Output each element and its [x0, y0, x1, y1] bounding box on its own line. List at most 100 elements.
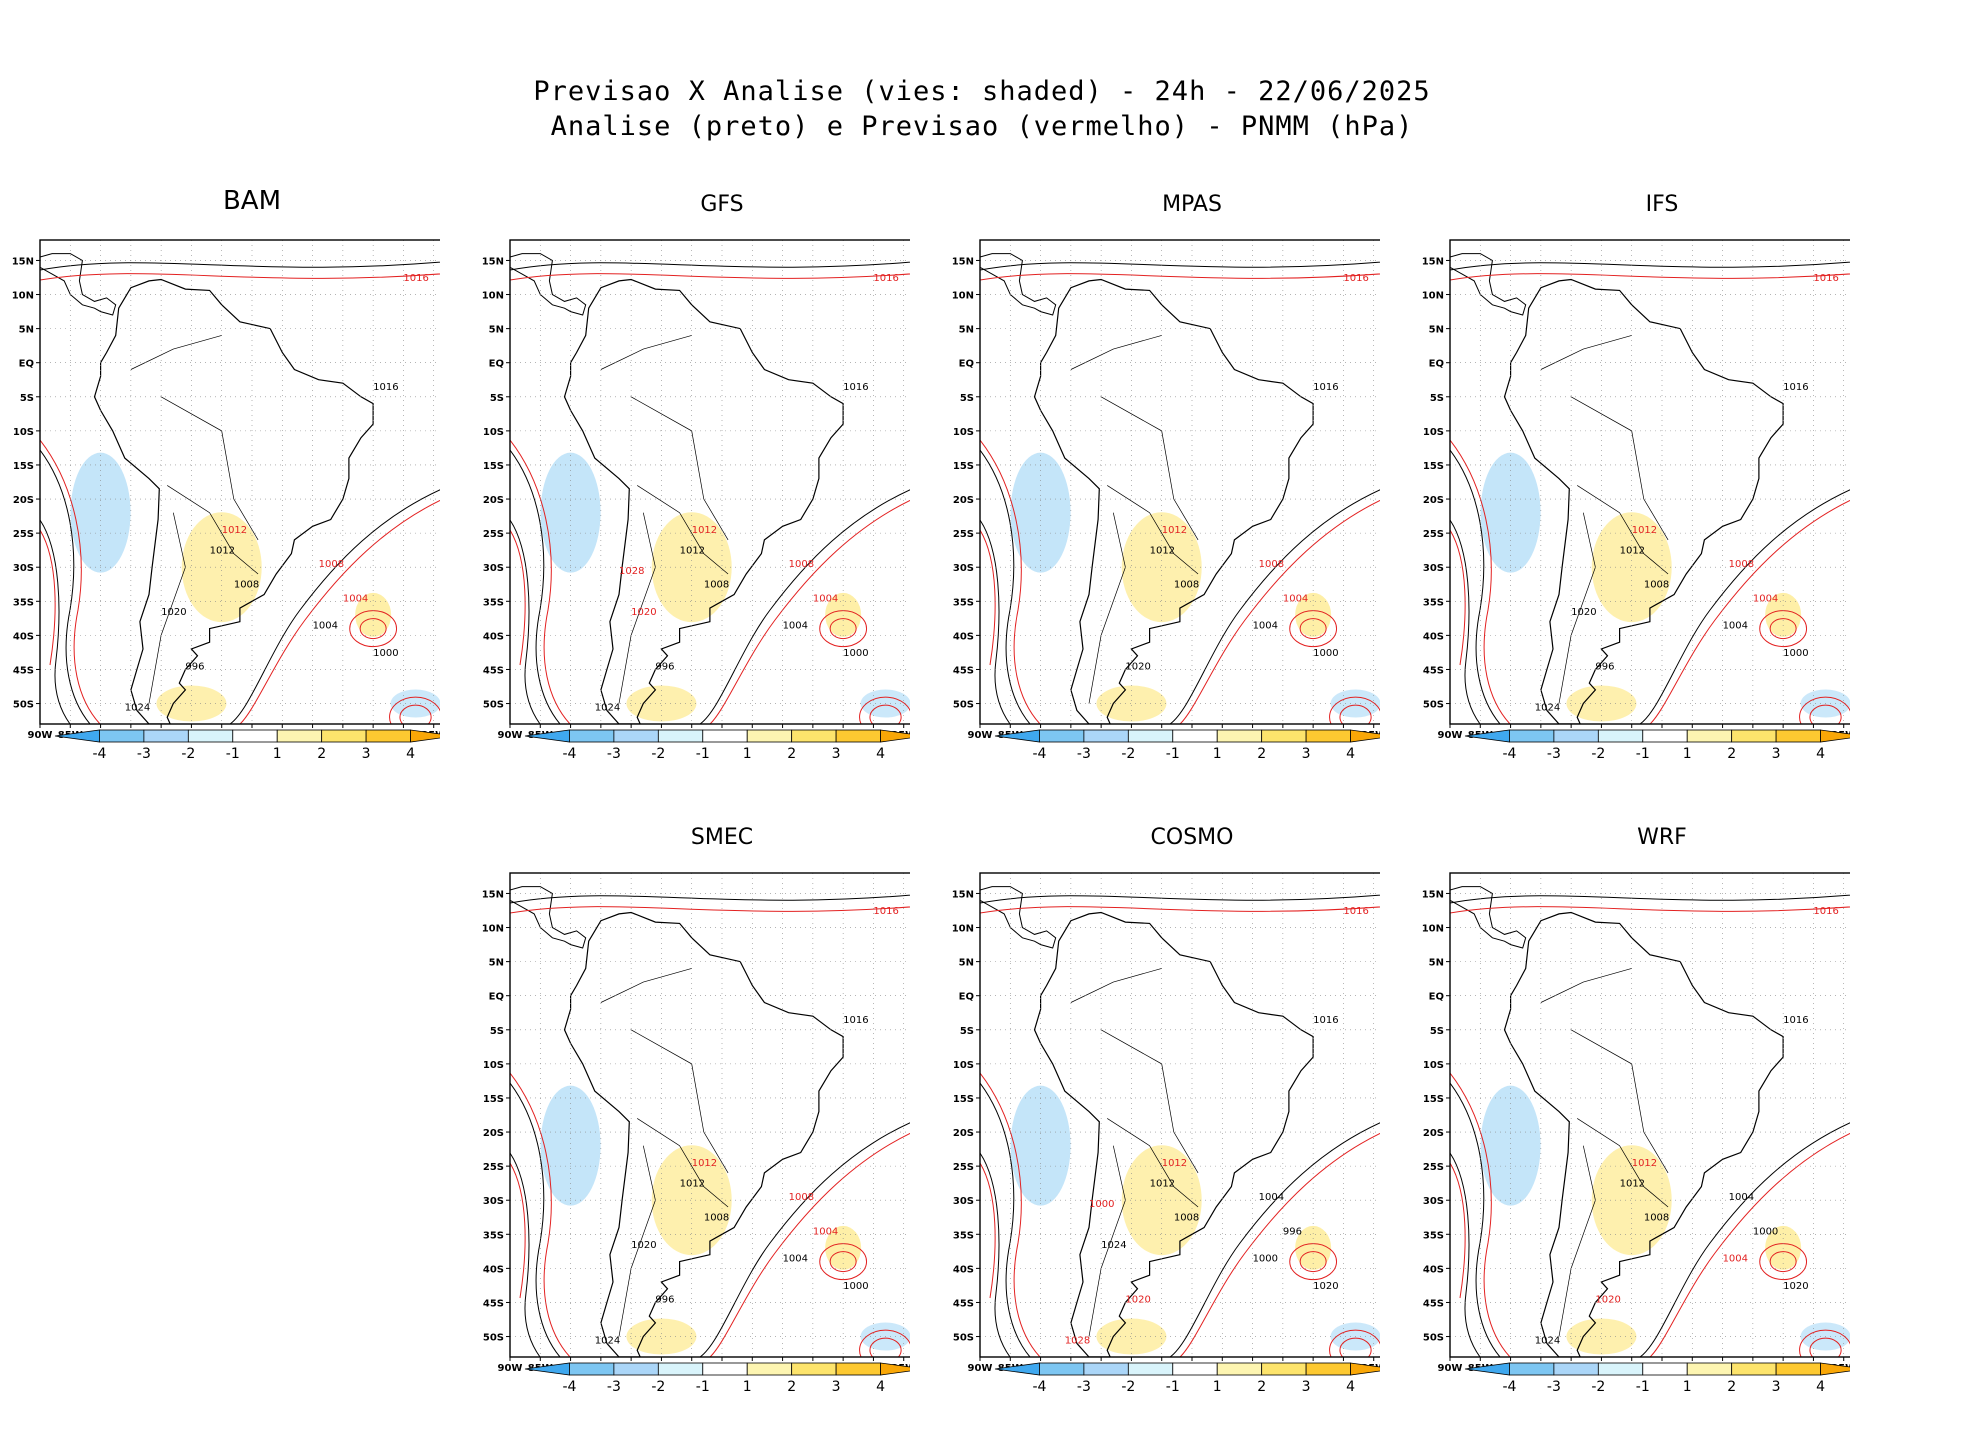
isobar-label: 1020	[631, 1240, 656, 1251]
colorbar-label: -2	[1121, 1379, 1135, 1395]
isobar-line	[1649, 1132, 1850, 1357]
isobar-label: 1020	[1125, 661, 1150, 672]
colorbar-label: -1	[1636, 1379, 1650, 1395]
latitude-label: 15S	[1423, 1094, 1444, 1105]
latitude-label: 45S	[13, 665, 34, 676]
bias-shading-area	[1096, 685, 1167, 722]
colorbar-label: -3	[1547, 746, 1561, 762]
map-svg: 1016 1016 1012 1012 1008 1008 1004 1004 1000 996 1…	[482, 872, 910, 1395]
colorbar-segment	[835, 729, 881, 743]
colorbar-segment	[746, 1362, 793, 1376]
colorbar-label: -1	[696, 1379, 710, 1395]
map-svg: 1016 1016 1012 1012 1008 1004 1004 1000 1020 1020…	[1422, 872, 1850, 1395]
isobar-label: 1016	[1813, 906, 1838, 917]
central-america-coastline	[40, 253, 117, 316]
central-america-coastline	[980, 253, 1057, 316]
colorbar-segment	[1553, 1362, 1599, 1376]
isobar-label: 996	[1283, 1226, 1302, 1237]
latitude-label: EQ	[489, 992, 504, 1003]
isobar-line	[510, 529, 526, 666]
latitude-label: 25S	[953, 1162, 974, 1173]
colorbar-segment	[1820, 1362, 1850, 1376]
colorbar-segment	[569, 1362, 615, 1376]
colorbar-segment	[1039, 1362, 1085, 1376]
latitude-label: 5N	[959, 958, 974, 969]
map-panel-gfs: GFS 1016 1016 1012 1012 1008 1008 1004 1004 1000…	[470, 190, 910, 770]
isobar-line	[1450, 273, 1850, 281]
isobar-label: 1008	[1644, 580, 1669, 591]
bias-shading-area	[1096, 1318, 1167, 1355]
isobar-label: 1020	[1125, 1294, 1150, 1305]
map-svg: 1016 1016 1012 1012 1008 1004 1000 996 1020 1020 1…	[952, 872, 1380, 1395]
latitude-label: 10S	[953, 1060, 974, 1071]
isobar-line	[980, 273, 1380, 281]
isobar-label: 1004	[783, 1254, 808, 1265]
latitude-label: 10N	[482, 291, 504, 302]
latitude-label: 5S	[1430, 393, 1444, 404]
latitude-label: 5N	[1429, 958, 1444, 969]
colorbar-label: 1	[1213, 746, 1222, 762]
isobar-label: 1004	[313, 621, 338, 632]
isobar-line	[1450, 261, 1850, 271]
south-america-coastline	[1033, 278, 1314, 724]
figure-title-line-1: Previsao X Analise (vies: shaded) - 24h …	[533, 76, 1431, 107]
isobar-label: 1012	[222, 525, 247, 536]
low-pressure-contour	[829, 618, 857, 640]
map-panel-smec: SMEC 1016 1016 1012 1012 1008 1008 1004 1004 100…	[470, 823, 910, 1403]
isobar-label: 1016	[1313, 1015, 1338, 1026]
latitude-label: 5N	[1429, 325, 1444, 336]
latitude-label: EQ	[1429, 359, 1444, 370]
isobar-line	[980, 449, 1031, 724]
isobar-label: 1004	[1259, 1192, 1284, 1203]
latitude-label: 10N	[482, 924, 504, 935]
bias-shading-area	[156, 685, 227, 722]
colorbar-segment	[880, 1362, 910, 1376]
colorbar-label: -3	[1077, 1379, 1091, 1395]
colorbar-segment	[702, 729, 748, 743]
latitude-label: 15S	[953, 461, 974, 472]
isobar-label: 1000	[1783, 648, 1808, 659]
colorbar-label: -4	[92, 746, 106, 762]
isobar-label: 1000	[843, 1281, 868, 1292]
isobar-line	[40, 449, 91, 724]
bias-shading-area	[1566, 685, 1637, 722]
colorbar-segment	[569, 729, 615, 743]
isobar-label: 1008	[1644, 1213, 1669, 1224]
colorbar-label: 3	[362, 746, 371, 762]
latitude-label: 15N	[952, 256, 974, 267]
isobar-line	[699, 489, 910, 724]
panel-title: MPAS	[1162, 192, 1222, 217]
isobar-line	[510, 1082, 561, 1357]
isobar-label: 1008	[319, 559, 344, 570]
map-panel-ifs: IFS 1016 1016 1012 1012 1008 1008 1004 1004 1000…	[1410, 190, 1850, 770]
longitude-label: 90W	[1438, 730, 1463, 741]
latitude-label: 10S	[483, 1060, 504, 1071]
country-border	[1577, 485, 1669, 575]
latitude-label: 25S	[483, 529, 504, 540]
isobar-line	[1450, 1152, 1481, 1357]
latitude-label: 40S	[953, 631, 974, 642]
colorbar-segment	[321, 729, 367, 743]
latitude-label: 45S	[953, 665, 974, 676]
map-panel-bam: BAM 1016 1016 1012 1012 1008 1008 1004 1004 1000…	[0, 186, 440, 770]
isobar-line	[40, 439, 101, 724]
isobar-label: 1008	[704, 580, 729, 591]
colorbar-label: -2	[1121, 746, 1135, 762]
latitude-label: 45S	[483, 1298, 504, 1309]
colorbar-segment	[835, 1362, 881, 1376]
latitude-label: 35S	[953, 597, 974, 608]
isobar-label: 1012	[1150, 1179, 1175, 1190]
colorbar-segment	[1305, 1362, 1351, 1376]
colorbar-label: -2	[651, 746, 665, 762]
colorbar-segment	[657, 729, 704, 743]
latitude-label: 35S	[483, 1230, 504, 1241]
colorbar-label: 4	[876, 1379, 885, 1395]
country-border	[1100, 396, 1199, 541]
latitude-label: 5S	[1430, 1026, 1444, 1037]
isobar-label: 1016	[403, 273, 428, 284]
isobar-label: 1012	[1632, 525, 1657, 536]
central-america-coastline	[510, 253, 587, 316]
colorbar-segment	[1305, 729, 1351, 743]
isobar-label: 1024	[595, 1335, 620, 1346]
low-pressure-contour	[359, 618, 387, 640]
